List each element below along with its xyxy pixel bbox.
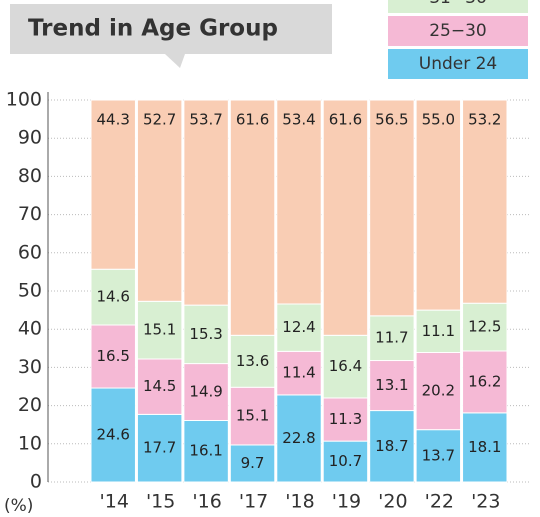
- value-label: 15.1: [143, 321, 176, 339]
- x-tick-label: '15: [146, 491, 175, 513]
- value-label: 15.3: [189, 325, 222, 343]
- legend-label: Under 24: [419, 54, 498, 74]
- bar-segment: [276, 350, 322, 396]
- value-label: 53.4: [282, 111, 315, 129]
- y-unit-label: (%): [4, 496, 33, 516]
- bar-segment: [276, 394, 322, 483]
- value-label: 16.4: [329, 357, 362, 375]
- value-label: 11.1: [422, 322, 455, 340]
- legend-swatch: [388, 0, 528, 13]
- value-label: 14.5: [143, 377, 176, 395]
- legend-label: 31−36: [429, 0, 487, 8]
- value-label: 17.7: [143, 439, 176, 457]
- value-label: 22.8: [282, 429, 315, 447]
- title-box: [10, 4, 332, 54]
- value-label: 53.7: [189, 111, 222, 129]
- y-tick-label: 100: [6, 89, 42, 111]
- legend-label: 25−30: [429, 21, 487, 41]
- value-label: 13.1: [375, 376, 408, 394]
- bar-segment: [90, 387, 136, 483]
- value-label: 13.6: [236, 352, 269, 370]
- value-label: 11.4: [282, 364, 315, 382]
- y-tick-label: 60: [18, 241, 42, 263]
- chart-title: Trend in Age Group: [28, 16, 278, 42]
- value-label: 10.7: [329, 452, 362, 470]
- x-tick-label: '22: [425, 491, 454, 513]
- value-label: 11.7: [375, 329, 408, 347]
- value-label: 20.2: [422, 382, 455, 400]
- bar-segment: [90, 99, 136, 270]
- x-tick-label: '19: [332, 491, 361, 513]
- y-tick-label: 40: [18, 318, 42, 340]
- value-label: 56.5: [375, 111, 408, 129]
- bar-segment: [229, 334, 276, 388]
- bar-segment: [415, 99, 462, 311]
- bar-segment: [229, 99, 276, 336]
- bar-segment: [462, 99, 508, 304]
- bar-segment: [369, 99, 415, 317]
- bar-segment: [276, 303, 322, 352]
- bar-segment: [322, 440, 369, 483]
- bar-segment: [90, 324, 136, 389]
- x-tick-label: '18: [285, 491, 314, 513]
- bar-segment: [322, 334, 369, 399]
- bar-segment: [276, 99, 322, 305]
- value-label: 12.4: [282, 318, 315, 336]
- x-tick-label: '23: [471, 491, 500, 513]
- legend-swatch: [388, 49, 528, 79]
- value-label: 18.1: [468, 438, 501, 456]
- value-label: 16.1: [189, 442, 222, 460]
- y-tick-label: 80: [18, 165, 42, 187]
- value-label: 14.9: [189, 383, 222, 401]
- value-label: 18.7: [375, 437, 408, 455]
- bar-segment: [229, 386, 276, 446]
- y-tick-label: 0: [30, 471, 42, 493]
- bar-segment: [322, 397, 369, 442]
- bar-segment: [183, 363, 229, 421]
- value-label: 15.1: [236, 407, 269, 425]
- bar-segment: [136, 300, 183, 360]
- value-label: 61.6: [329, 111, 362, 129]
- bar-segment: [369, 410, 415, 483]
- bar-segment: [462, 302, 508, 352]
- value-label: 44.3: [97, 111, 130, 129]
- bar-segment: [415, 352, 462, 431]
- bar-segment: [183, 419, 229, 483]
- value-label: 16.5: [97, 347, 130, 365]
- x-tick-label: '20: [378, 491, 407, 513]
- bar-segment: [369, 315, 415, 362]
- y-tick-label: 70: [18, 203, 42, 225]
- value-label: 13.7: [422, 446, 455, 464]
- title-pointer: [165, 54, 185, 68]
- value-label: 52.7: [143, 111, 176, 129]
- value-label: 16.2: [468, 372, 501, 390]
- y-tick-label: 20: [18, 394, 42, 416]
- x-tick-label: '16: [192, 491, 221, 513]
- bar-segment: [322, 99, 369, 336]
- value-label: 12.5: [468, 318, 501, 336]
- y-tick-label: 90: [18, 127, 42, 149]
- value-label: 14.6: [97, 288, 130, 306]
- bar-segment: [415, 309, 462, 354]
- bar-segment: [183, 99, 229, 306]
- x-tick-label: '14: [100, 491, 129, 513]
- y-tick-label: 10: [18, 432, 42, 454]
- y-tick-label: 50: [18, 280, 42, 302]
- legend-swatch: [388, 16, 528, 46]
- value-label: 9.7: [241, 454, 265, 472]
- y-tick-label: 30: [18, 356, 42, 378]
- value-label: 11.3: [329, 410, 362, 428]
- bar-segment: [462, 412, 508, 483]
- bar-segment: [136, 99, 183, 302]
- bar-segment: [462, 350, 508, 414]
- value-label: 55.0: [422, 111, 455, 129]
- bar-segment: [229, 444, 276, 483]
- bar-segment: [415, 429, 462, 483]
- x-tick-label: '17: [239, 491, 268, 513]
- bar-segment: [136, 358, 183, 415]
- value-label: 53.2: [468, 111, 501, 129]
- value-label: 24.6: [97, 426, 130, 444]
- value-label: 61.6: [236, 111, 269, 129]
